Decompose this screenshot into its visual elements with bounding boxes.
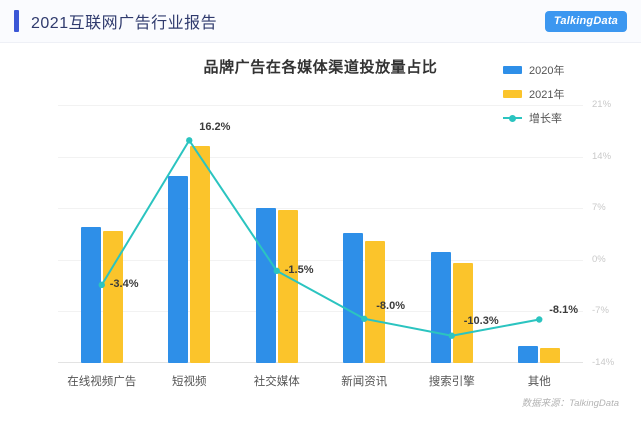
gridline (58, 105, 583, 106)
legend-item-2020[interactable]: 2020年 (503, 62, 564, 78)
y-axis-right-tick: 0% (592, 253, 606, 265)
y-axis-right-tick: 21% (592, 99, 612, 110)
header-accent-bar (14, 10, 19, 32)
x-axis-label-0: 在线视频广告 (67, 376, 137, 388)
chart-plot-area: 0%7%14%21%28%35% -14%-7%0%7%14%21% -3.4%… (58, 99, 614, 388)
legend-line-growth-rate (503, 114, 522, 122)
data-label-growth-5: -8.1% (549, 303, 578, 316)
y-axis-right-tick: -7% (592, 305, 609, 317)
y-axis-right-tick: -14% (592, 357, 615, 368)
brand-logo: TalkingData (544, 11, 627, 32)
page-title: 2021互联网广告行业报告 (31, 15, 218, 32)
x-axis-line (58, 362, 583, 363)
y-axis-right-tick: 14% (592, 150, 612, 162)
legend-item-2021[interactable]: 2021年 (503, 86, 564, 102)
chart-legend: 2020年 2021年 增长率 (503, 62, 564, 126)
legend-item-growth-rate[interactable]: 增长率 (503, 110, 564, 126)
data-label-growth-0: -3.4% (109, 277, 139, 290)
report-header: 2021互联网广告行业报告 TalkingData (0, 0, 641, 43)
legend-label-2021: 2021年 (529, 89, 565, 101)
data-label-growth-2: -1.5% (284, 263, 314, 276)
x-axis-label-5: 其他 (527, 376, 551, 388)
data-label-growth-1: 16.2% (199, 121, 231, 134)
source-note: 数据来源：TalkingData (521, 398, 619, 409)
y-axis-right-tick: 7% (592, 202, 606, 214)
x-axis-label-3: 新闻资讯 (341, 376, 388, 388)
legend-swatch-2020 (503, 66, 522, 74)
legend-label-growth-rate: 增长率 (529, 113, 562, 125)
x-axis-label-2: 社交媒体 (253, 376, 300, 388)
bar-2021-5[interactable] (540, 348, 561, 363)
bar-2020-5[interactable] (518, 346, 539, 363)
bar-2020-0[interactable] (80, 226, 101, 363)
x-axis-label-4: 搜索引擎 (428, 376, 475, 388)
legend-swatch-2021 (503, 90, 522, 98)
chart-title: 品牌广告在各媒体渠道投放量占比 (203, 59, 438, 76)
x-axis-label-1: 短视频 (172, 376, 207, 388)
data-label-growth-3: -8.0% (376, 299, 405, 312)
data-labels-layer: -3.4% 16.2% -1.5% -8.0% -10.3% -8.1% (58, 105, 583, 363)
data-label-growth-4: -10.3% (463, 314, 499, 327)
legend-label-2020: 2020年 (529, 65, 565, 77)
